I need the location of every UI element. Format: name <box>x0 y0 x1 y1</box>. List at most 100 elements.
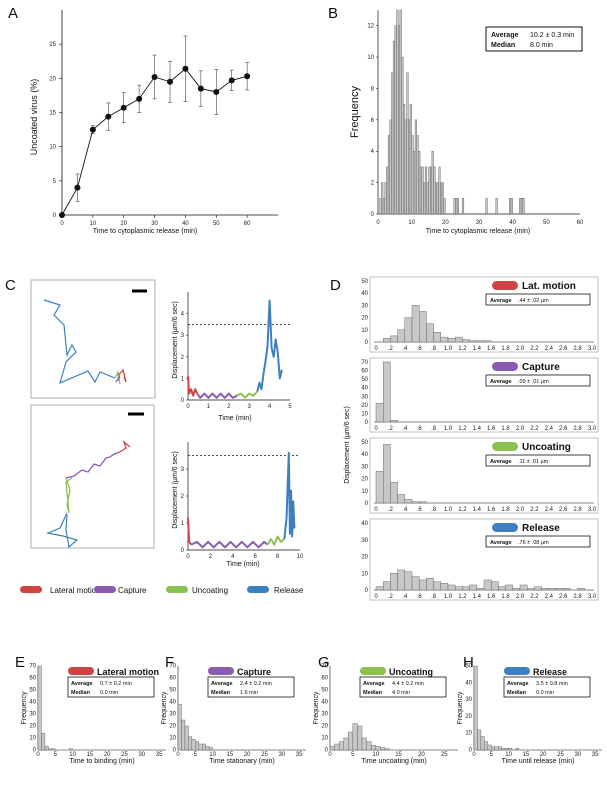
histogram-bar <box>380 747 386 751</box>
avg-label: Average <box>507 681 529 687</box>
x-tick-label: 0 <box>176 752 180 758</box>
y-tick-label: 20 <box>169 724 176 730</box>
x-tick-label: 1.8 <box>501 594 510 600</box>
histogram-bar <box>195 741 199 751</box>
x-tick-label: 4 <box>268 404 272 410</box>
data-point <box>89 126 96 133</box>
histogram-bar <box>411 501 420 504</box>
x-tick-label: 1.6 <box>487 346 496 352</box>
y-tick-label: 20 <box>465 714 472 720</box>
y-tick-label: 40 <box>321 700 328 706</box>
x-tick-label: 3.0 <box>588 594 597 600</box>
x-tick-label: .8 <box>431 594 437 600</box>
x-tick-label: 3.0 <box>588 426 597 432</box>
x-tick-label: 10 <box>408 220 415 226</box>
histogram-bar <box>429 166 433 215</box>
y-tick-label: 10 <box>361 328 368 334</box>
data-point <box>167 78 173 85</box>
chart-c-bottom: 0 1 2 3 0 2 4 6 8 10 <box>181 442 304 560</box>
x-tick-label: 2.2 <box>530 346 539 352</box>
histogram-bar <box>383 444 391 504</box>
data-point <box>74 184 81 191</box>
histogram-bar <box>473 665 478 751</box>
histogram-bar <box>476 588 485 591</box>
histogram-bar <box>390 335 398 343</box>
x-tick-label: 10 <box>505 752 512 758</box>
panel-label-a: A <box>8 5 18 22</box>
chart-b-xlabel: Time to cytoplasmic release (min) <box>426 228 530 235</box>
x-tick-label: 1.2 <box>458 426 467 432</box>
histogram-bar <box>379 198 382 215</box>
histogram-bar <box>418 151 421 215</box>
data-point <box>197 85 204 92</box>
histogram-bar <box>343 737 349 751</box>
x-tick-label: 5 <box>288 404 292 410</box>
x-tick-label: 35 <box>156 752 163 758</box>
y-tick-label: 50 <box>321 688 328 694</box>
tag-swatch-capture <box>492 362 518 371</box>
y-tick-label: 3 <box>181 333 185 339</box>
histogram-bar <box>438 166 441 215</box>
x-tick-label: 1.8 <box>501 507 510 513</box>
histogram-bar <box>453 198 456 215</box>
histogram-bar <box>491 746 495 751</box>
x-tick-label: 0 <box>472 752 476 758</box>
histogram-bar <box>408 119 411 215</box>
histogram-bar <box>455 586 463 591</box>
y-tick-label: 15 <box>49 111 56 117</box>
histogram-bar <box>555 588 564 591</box>
histogram-bar <box>398 25 401 215</box>
histogram-bar <box>436 182 439 215</box>
tag-swatch-release <box>504 667 530 675</box>
y-tick-label: 2 <box>181 355 185 361</box>
histogram-bar <box>495 198 498 215</box>
x-tick-label: 25 <box>557 752 564 758</box>
histogram-bar <box>48 748 53 751</box>
histogram-bar <box>51 748 56 751</box>
x-tick-label: 35 <box>592 752 599 758</box>
y-axis-label: Frequency <box>161 691 168 725</box>
histogram-bar <box>498 586 506 591</box>
chart-b-median-value: 8.0 min <box>530 42 553 49</box>
histogram-bar <box>41 733 46 751</box>
legend-label-lateral: Lateral motion <box>50 586 101 595</box>
y-tick-label: 10 <box>49 145 56 151</box>
histogram-bar <box>505 584 514 591</box>
subpanel-frame <box>369 357 599 433</box>
y-tick-label: 2 <box>181 494 185 500</box>
histogram-bar <box>504 748 509 751</box>
histogram-bar <box>512 588 521 591</box>
chart-a-xlabel: Time to cytoplasmic release (min) <box>93 228 197 235</box>
histogram-bar <box>386 166 389 215</box>
avg-label: Average <box>363 681 385 687</box>
x-tick-label: .2 <box>388 594 394 600</box>
y-tick-label: 50 <box>465 664 472 670</box>
y-tick-label: 0 <box>469 748 473 754</box>
y-tick-label: 40 <box>29 700 36 706</box>
subpanel-frame <box>369 518 599 601</box>
chart-d: 0 10 20 30 40 50 0 .2 .4 .6 .8 1.0 1.2 1.4 1.6 1.8 2.0 2.… <box>361 276 599 601</box>
x-tick-label: 2.8 <box>573 346 582 352</box>
y-tick-label: 2 <box>371 181 375 187</box>
y-tick-label: 4 <box>371 149 375 155</box>
tag-label-lateral: Lateral motion <box>97 667 159 677</box>
histogram-bar <box>484 741 489 751</box>
x-tick-label: 1.4 <box>473 426 482 432</box>
x-tick-label: 30 <box>151 221 158 227</box>
legend-swatch-release <box>247 586 269 593</box>
x-tick-label: 0 <box>186 554 190 560</box>
x-tick-label: 5 <box>194 752 198 758</box>
legend-label-capture: Capture <box>118 586 147 595</box>
avg-label: Average <box>490 298 512 304</box>
x-tick-label: 2.0 <box>516 594 525 600</box>
histogram-bar <box>563 588 571 591</box>
x-tick-label: 20 <box>442 220 449 226</box>
x-tick-label: .6 <box>417 426 423 432</box>
histogram-bar <box>409 103 412 215</box>
tag-label-release: Release <box>522 523 560 534</box>
x-tick-label: 1.2 <box>458 594 467 600</box>
histogram-bar <box>397 494 406 504</box>
x-tick-label: 3 <box>248 404 252 410</box>
stats-box <box>503 676 591 698</box>
